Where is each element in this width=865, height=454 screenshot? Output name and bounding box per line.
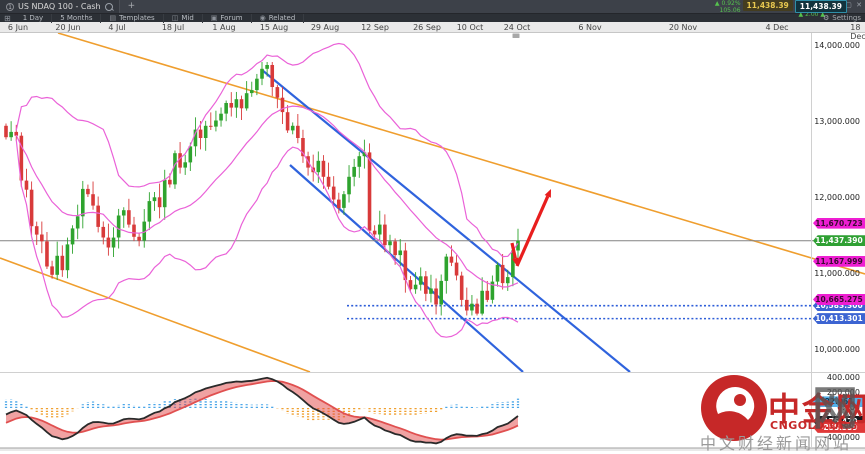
forum-icon: ▣ (210, 14, 218, 22)
time-axis-label: 15 Aug (259, 23, 289, 32)
time-axis-label: 4 Dec (765, 23, 789, 32)
toolbar-item-templates[interactable]: ▤ Templates (101, 13, 164, 23)
price-tick: 13,000.000 (814, 117, 860, 127)
toolbar: ⊞ 1 Day 5 Months ▤ Templates ◫ Mid ▣ Forum ◉ Rela… (0, 13, 865, 23)
price-tick: 11,000.000 (814, 269, 860, 279)
trend-line-descending-support[interactable] (0, 257, 311, 372)
indicator-tick: -400.000 (824, 433, 860, 442)
trend-line-descending-resistance[interactable] (57, 33, 865, 275)
trend-line-channel-upper[interactable] (261, 69, 631, 372)
time-axis-label: 20 Nov (668, 23, 698, 32)
toolbar-item-mid[interactable]: ◫ Mid (164, 13, 203, 23)
tab-bar: 1 US NDAQ 100 - Cash + (0, 0, 865, 13)
time-axis-label: 26 Sep (413, 23, 441, 32)
templates-icon: ▤ (109, 14, 117, 22)
time-axis-label: 1 Aug (212, 23, 236, 32)
time-axis-label: 10 Oct (456, 23, 484, 32)
price-tick: 12,000.000 (814, 193, 860, 203)
current-date-marker (512, 33, 520, 38)
toolbar-item-label: 1 Day (22, 14, 44, 22)
bottom-scroll-strip[interactable] (0, 448, 865, 451)
price-tick: 14,000.000 (814, 41, 860, 51)
bid-price-box[interactable]: 11,438.39 (742, 0, 793, 11)
time-axis-label: 12 Sep (361, 23, 389, 32)
search-icon[interactable] (104, 2, 113, 11)
indicator-tick: 200.000 (826, 388, 860, 397)
toolbar-item-label: Forum (220, 14, 243, 22)
support-tag: 10,413.301 (813, 313, 865, 325)
macd-line-tag: -176.470 (813, 415, 865, 427)
time-axis-label: 29 Aug (310, 23, 340, 32)
toolbar-item-label: Related (268, 14, 296, 22)
macd-line (5, 376, 519, 445)
trend-lines[interactable] (0, 33, 865, 372)
time-axis-label: 6 Nov (578, 23, 602, 32)
time-axis-label: 18 Jul (161, 23, 185, 32)
bollinger-band (15, 105, 519, 288)
time-axis-label: 18 Dec (850, 23, 865, 41)
bollinger-upper-tag: 11,670.723 (813, 217, 865, 229)
time-axis-label: 24 Oct (503, 23, 531, 32)
new-tab-button[interactable]: + (127, 1, 136, 11)
last-price-tag: 11,437.390 (813, 235, 865, 247)
change-percent: ▲ 0.92% (714, 0, 741, 7)
symbol-tab-label: US NDAQ 100 - Cash (18, 2, 101, 11)
bollinger-middle-tag: 11,167.999 (813, 255, 865, 267)
spread-change: ▲ 2.00 ▲ (798, 11, 825, 18)
related-icon: ◉ (259, 14, 266, 22)
toolbar-item-1-day[interactable]: 1 Day (15, 13, 53, 23)
toolbar-item-label: 5 Months (60, 14, 93, 22)
time-axis-label: 20 Jun (55, 23, 81, 32)
settings-button[interactable]: ⚙ Settings (823, 14, 861, 22)
header-bar: 1 US NDAQ 100 - Cash + ⊞ 1 Day 5 Months ▤ T… (0, 0, 865, 23)
bollinger-band (15, 139, 519, 338)
toolbar-item-label: Mid (181, 14, 194, 22)
toolbar-item-forum[interactable]: ▣ Forum (203, 13, 252, 23)
quote-panel: ▲ 0.92% 105.06 11,438.39 11,438.39 (715, 0, 847, 22)
indicator-tick: 0.000 (837, 403, 860, 412)
macd-indicator (4, 376, 520, 445)
projection-arrow[interactable] (510, 189, 551, 267)
price-tick: 10,000.000 (814, 345, 860, 355)
tab-index-badge: 1 (6, 2, 14, 11)
price-axis-separator (811, 33, 812, 448)
indicator-tick: 400.000 (826, 373, 860, 382)
bollinger-lower-tag: 10,665.275 (813, 293, 865, 305)
close-icon[interactable]: ✕ (856, 1, 863, 9)
support-tag: 10,583.300 (813, 300, 865, 312)
maximize-icon[interactable]: ▢ (845, 1, 853, 9)
macd-histogram-tag: 82.061 (813, 396, 865, 408)
toolbar-item-5-months[interactable]: 5 Months (52, 13, 102, 23)
candlestick-series (4, 42, 520, 338)
time-axis-label: 4 Jul (108, 23, 126, 32)
macd-signal-tag: -258.339 (813, 421, 865, 433)
toolbar-item-label: Templates (119, 14, 155, 22)
pane-separator (0, 372, 865, 373)
toolbar-item-related[interactable]: ◉ Related (252, 13, 305, 23)
symbol-tab[interactable]: 1 US NDAQ 100 - Cash (0, 0, 120, 13)
up-triangle-icon: ▲ (714, 0, 720, 7)
change-points: 105.06 (719, 7, 741, 14)
ask-price-box[interactable]: 11,438.39 (794, 0, 847, 13)
indicator-bottom-separator (0, 447, 865, 448)
macd-signal-line (5, 380, 519, 441)
gear-icon: ⚙ (823, 14, 830, 22)
time-axis[interactable]: 6 Jun 20 Jun 4 Jul 18 Jul 1 Aug 15 Aug 29 Aug 1… (0, 22, 865, 41)
daily-change: ▲ 0.92% 105.06 (715, 0, 741, 14)
bollinger-band (15, 42, 519, 258)
layout-grid-icon[interactable]: ⊞ (4, 13, 11, 23)
mid-price-icon: ◫ (171, 14, 179, 22)
time-axis-label: 6 Jun (7, 23, 29, 32)
